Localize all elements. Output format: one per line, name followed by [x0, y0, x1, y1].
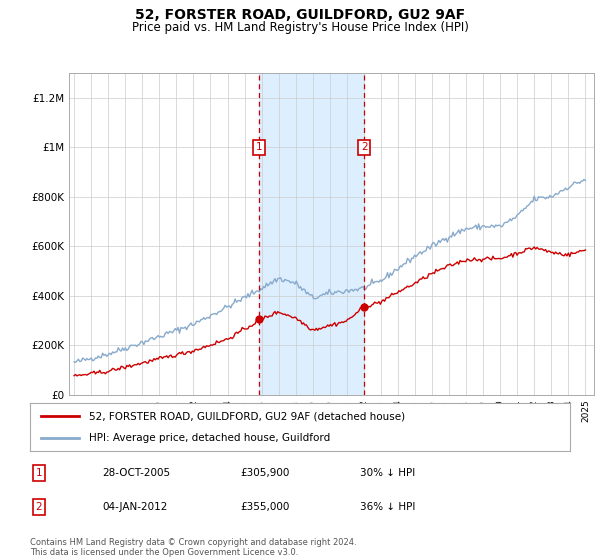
Text: 1: 1 — [256, 142, 262, 152]
Text: 1: 1 — [35, 468, 43, 478]
Text: 2: 2 — [361, 142, 368, 152]
Text: 28-OCT-2005: 28-OCT-2005 — [102, 468, 170, 478]
Text: £355,000: £355,000 — [240, 502, 289, 512]
Text: Price paid vs. HM Land Registry's House Price Index (HPI): Price paid vs. HM Land Registry's House … — [131, 21, 469, 34]
Text: £305,900: £305,900 — [240, 468, 289, 478]
Text: 30% ↓ HPI: 30% ↓ HPI — [360, 468, 415, 478]
Bar — [259, 73, 364, 395]
Text: HPI: Average price, detached house, Guildford: HPI: Average price, detached house, Guil… — [89, 433, 331, 443]
Text: 2: 2 — [35, 502, 43, 512]
Text: 52, FORSTER ROAD, GUILDFORD, GU2 9AF (detached house): 52, FORSTER ROAD, GUILDFORD, GU2 9AF (de… — [89, 411, 406, 421]
Text: 36% ↓ HPI: 36% ↓ HPI — [360, 502, 415, 512]
Text: 52, FORSTER ROAD, GUILDFORD, GU2 9AF: 52, FORSTER ROAD, GUILDFORD, GU2 9AF — [135, 8, 465, 22]
Text: 04-JAN-2012: 04-JAN-2012 — [102, 502, 167, 512]
Text: Contains HM Land Registry data © Crown copyright and database right 2024.
This d: Contains HM Land Registry data © Crown c… — [30, 538, 356, 557]
